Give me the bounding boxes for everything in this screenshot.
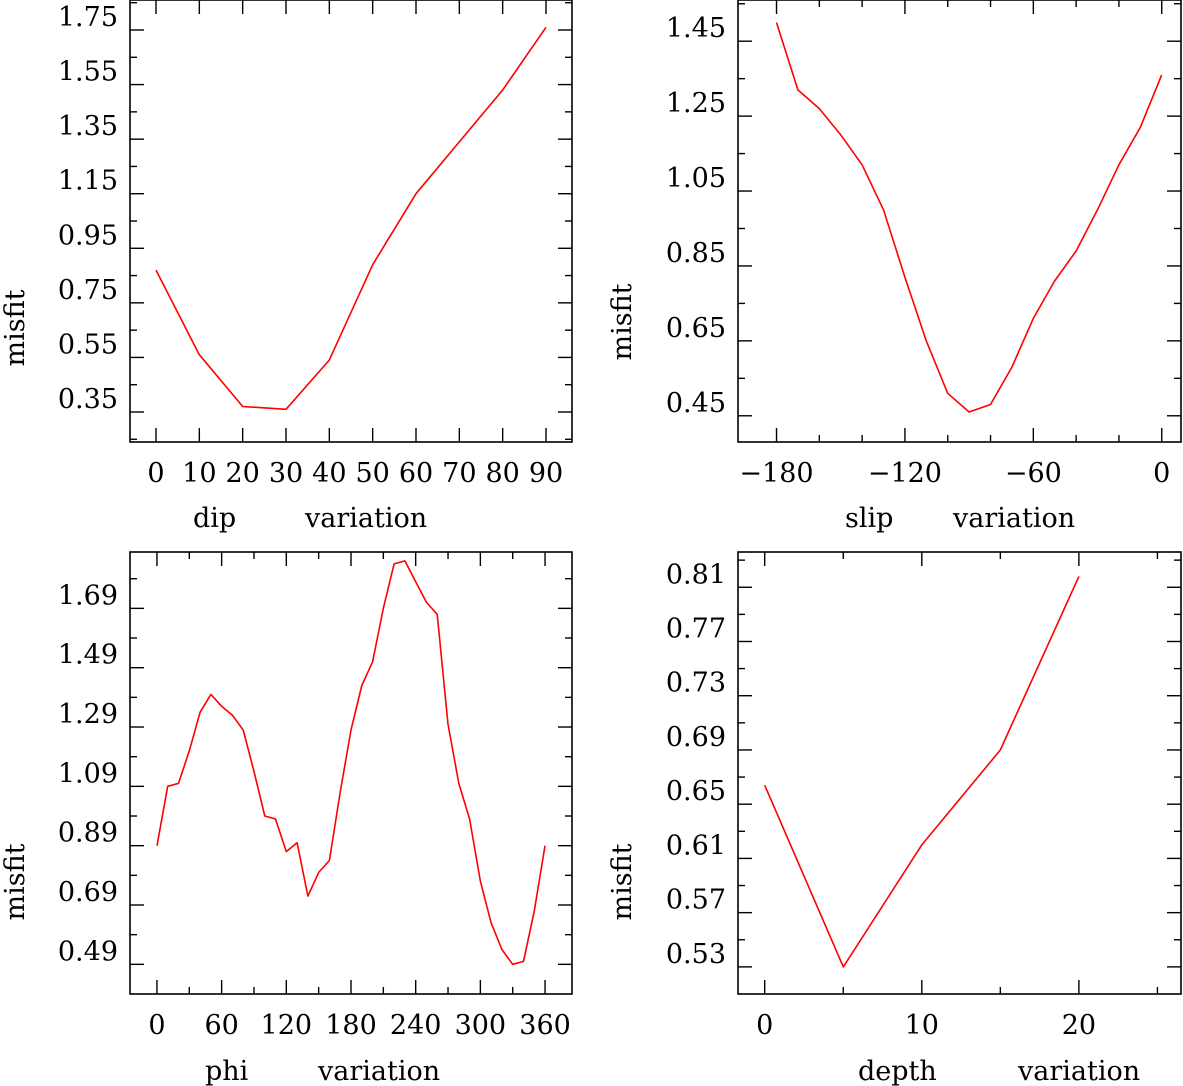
y-tick-label: 1.09: [58, 758, 118, 789]
chart-panel-dip: 0 10 20 30 40 50 60 70 80 90 0.35 0.55 0.75 0.95 1.15 1…: [0, 0, 573, 534]
y-tick-label: 0.57: [666, 885, 726, 916]
x-tick-label: 180: [325, 1010, 377, 1041]
x-axis-label-part: variation: [304, 503, 427, 534]
x-axis-label-part: slip: [845, 503, 893, 534]
x-tick-label: 50: [355, 458, 389, 489]
x-tick-label: 300: [455, 1010, 507, 1041]
y-tick-label: 0.89: [58, 818, 118, 849]
x-tick-label: 20: [225, 458, 259, 489]
x-axis-label-part: depth: [858, 1056, 937, 1086]
x-tick-label: 360: [519, 1010, 571, 1041]
x-tick-label: 70: [442, 458, 476, 489]
y-tick-label: 0.65: [666, 776, 726, 807]
y-tick-label: 1.55: [58, 57, 118, 88]
y-tick-label: 0.61: [666, 830, 726, 861]
chart-panel-slip: −180 −120 −60 0 0.45 0.65 0.85 1.05 1.25 1.45 slip…: [607, 0, 1182, 534]
x-tick-label: 20: [1062, 1010, 1096, 1041]
y-tick-label: 1.29: [58, 699, 118, 730]
y-tick-label: 1.45: [666, 13, 726, 44]
x-tick-label: 30: [269, 458, 303, 489]
y-tick-label: 0.55: [58, 329, 118, 360]
data-line-slip: [775, 22, 1163, 413]
y-axis-label: misfit: [607, 283, 638, 360]
x-tick-label: 10: [905, 1010, 939, 1041]
y-tick-label: 0.69: [58, 877, 118, 908]
x-tick-label: 60: [204, 1010, 238, 1041]
y-tick-label: 0.65: [666, 313, 726, 344]
y-tick-label: 0.49: [58, 936, 118, 967]
y-axis-label: misfit: [0, 843, 31, 920]
data-line-phi: [156, 560, 546, 966]
plot-frame-dip: [129, 0, 573, 443]
x-tick-label: 80: [485, 458, 519, 489]
data-line-dip: [155, 26, 547, 411]
x-tick-label: 40: [312, 458, 346, 489]
x-tick-label: 90: [529, 458, 563, 489]
plot-frame-slip: [737, 0, 1182, 443]
y-tick-label: 0.45: [666, 388, 726, 419]
x-axis-label-part: variation: [317, 1056, 440, 1086]
y-tick-label: 1.35: [58, 111, 118, 142]
x-axis-label-part: phi: [205, 1056, 249, 1086]
plot-frame-depth: [737, 551, 1182, 995]
x-tick-label: 0: [1153, 458, 1170, 489]
y-tick-label: 0.75: [58, 275, 118, 306]
y-tick-label: 0.95: [58, 220, 118, 251]
x-axis-label-part: variation: [952, 503, 1075, 534]
x-tick-label: 0: [147, 458, 164, 489]
x-tick-label: 10: [182, 458, 216, 489]
y-tick-label: 0.77: [666, 613, 726, 644]
plot-frame-phi: [129, 551, 573, 995]
y-axis-label: misfit: [0, 289, 31, 366]
y-tick-label: 0.73: [666, 668, 726, 699]
y-tick-label: 0.35: [58, 384, 118, 415]
x-tick-label: 0: [756, 1010, 773, 1041]
x-tick-label: 60: [399, 458, 433, 489]
chart-panel-phi: 0 60 120 180 240 300 360 0.49 0.69 0.89 1.09 1.29 1.…: [0, 551, 573, 1086]
x-tick-label: 0: [148, 1010, 165, 1041]
x-axis-label-part: variation: [1017, 1056, 1140, 1086]
x-tick-label: 120: [261, 1010, 313, 1041]
y-tick-label: 1.15: [58, 166, 118, 197]
y-tick-label: 1.75: [58, 2, 118, 33]
chart-panel-depth: 0 10 20 0.53 0.57 0.61 0.65 0.69 0.73 0.77 0.81 dep…: [607, 551, 1182, 1086]
x-tick-label: −60: [1005, 458, 1062, 489]
x-tick-label: 240: [390, 1010, 442, 1041]
y-tick-label: 1.25: [666, 88, 726, 119]
y-tick-label: 0.85: [666, 238, 726, 269]
y-tick-label: 0.81: [666, 559, 726, 590]
y-axis-label: misfit: [607, 843, 638, 920]
y-tick-label: 1.49: [58, 640, 118, 671]
data-line-depth: [763, 576, 1080, 968]
y-tick-label: 1.05: [666, 163, 726, 194]
x-tick-label: −120: [868, 458, 942, 489]
x-tick-label: −180: [739, 458, 813, 489]
y-tick-label: 0.69: [666, 722, 726, 753]
y-tick-label: 0.53: [666, 939, 726, 970]
x-axis-label-part: dip: [193, 503, 236, 534]
y-tick-label: 1.69: [58, 580, 118, 611]
